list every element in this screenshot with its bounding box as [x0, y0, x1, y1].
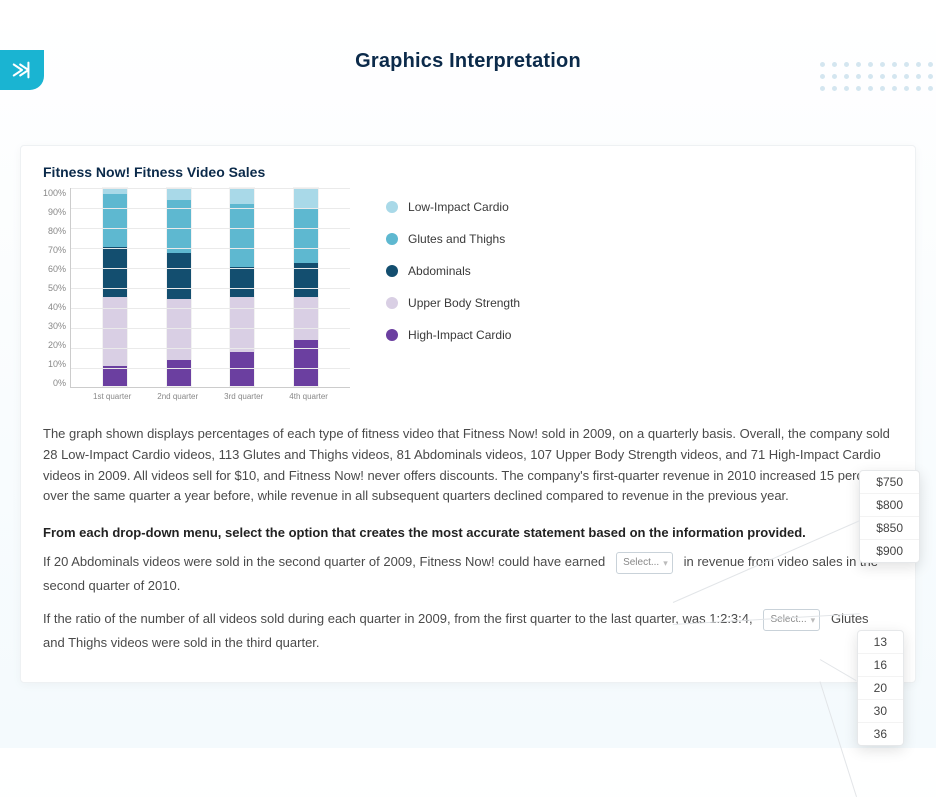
bar-segment-upper-body: [294, 297, 318, 341]
bar-segment-glutes: [294, 208, 318, 263]
chart-area: 100% 90% 80% 70% 60% 50% 40% 30% 20% 10% 0% 1st qu…: [43, 188, 350, 388]
bar-segment-abdominals: [167, 253, 191, 299]
question-1-text: If 20 Abdominals videos were sold in the…: [43, 550, 893, 597]
chevron-down-icon: ▾: [663, 555, 668, 571]
y-axis-labels: 100% 90% 80% 70% 60% 50% 40% 30% 20% 10% 0%: [43, 188, 70, 388]
x-tick-label: 3rd quarter: [224, 392, 263, 401]
y-tick-label: 0%: [43, 378, 66, 388]
legend-label: High-Impact Cardio: [408, 328, 511, 342]
y-tick-label: 40%: [43, 302, 66, 312]
stacked-bar: [102, 187, 128, 387]
bar-segment-upper-body: [230, 297, 254, 352]
connector-line: [820, 681, 857, 797]
legend-item: Glutes and Thighs: [386, 232, 520, 246]
bar-segment-high-impact: [167, 360, 191, 386]
q2-option[interactable]: 30: [858, 699, 903, 722]
q1-pre-text: If 20 Abdominals videos were sold in the…: [43, 554, 605, 569]
legend-swatch: [386, 329, 398, 341]
y-tick-label: 50%: [43, 283, 66, 293]
q1-option[interactable]: $800: [860, 493, 919, 516]
y-tick-label: 90%: [43, 207, 66, 217]
stacked-bar: [293, 187, 319, 387]
instruction-text: From each drop-down menu, select the opt…: [43, 525, 893, 540]
legend-item: Upper Body Strength: [386, 296, 520, 310]
q1-option[interactable]: $900: [860, 539, 919, 562]
legend-swatch: [386, 233, 398, 245]
q2-option[interactable]: 16: [858, 653, 903, 676]
decorative-dot-grid: [820, 62, 936, 94]
bar-segment-high-impact: [230, 352, 254, 386]
x-tick-label: 1st quarter: [93, 392, 131, 401]
stacked-bar: [229, 187, 255, 387]
q2-option[interactable]: 13: [858, 631, 903, 653]
y-tick-label: 70%: [43, 245, 66, 255]
q1-select[interactable]: Select... ▾: [616, 552, 673, 574]
legend-swatch: [386, 201, 398, 213]
page-title: Graphics Interpretation: [0, 50, 936, 73]
q2-options-popup: 1316203036: [857, 630, 904, 746]
y-tick-label: 10%: [43, 359, 66, 369]
x-tick-label: 4th quarter: [289, 392, 328, 401]
q1-option[interactable]: $750: [860, 471, 919, 493]
bar-segment-glutes: [103, 194, 127, 247]
q2-pre-text: If the ratio of the number of all videos…: [43, 611, 753, 626]
legend-label: Upper Body Strength: [408, 296, 520, 310]
legend-label: Low-Impact Cardio: [408, 200, 509, 214]
chevron-down-icon: ▾: [811, 612, 816, 628]
chart-legend: Low-Impact Cardio Glutes and Thighs Abdomi…: [386, 188, 520, 388]
x-axis-labels: 1st quarter 2nd quarter 3rd quarter 4th qua…: [71, 392, 350, 401]
q2-select[interactable]: Select... ▾: [763, 609, 820, 631]
q2-option[interactable]: 20: [858, 676, 903, 699]
q1-option[interactable]: $850: [860, 516, 919, 539]
q2-select-placeholder: Select...: [770, 611, 806, 629]
passage-text: The graph shown displays percentages of …: [43, 424, 893, 507]
legend-swatch: [386, 265, 398, 277]
y-tick-label: 30%: [43, 321, 66, 331]
q1-options-popup: $750$800$850$900: [859, 470, 920, 563]
y-tick-label: 80%: [43, 226, 66, 236]
bar-segment-low-impact: [230, 188, 254, 204]
y-tick-label: 20%: [43, 340, 66, 350]
brand-logo-tab: [0, 50, 44, 90]
bar-segment-abdominals: [103, 247, 127, 297]
legend-item: Abdominals: [386, 264, 520, 278]
chart-plot: 1st quarter2nd quarter3rd quarter4th qua…: [70, 188, 350, 388]
x-tick-label: 2nd quarter: [157, 392, 198, 401]
y-tick-label: 100%: [43, 188, 66, 198]
brand-arrow-icon: [11, 59, 33, 81]
legend-label: Glutes and Thighs: [408, 232, 505, 246]
question-2-text: If the ratio of the number of all videos…: [43, 607, 893, 654]
bar-segment-abdominals: [230, 267, 254, 297]
chart-title: Fitness Now! Fitness Video Sales: [43, 164, 893, 180]
question-card: Fitness Now! Fitness Video Sales 100% 90%…: [20, 145, 916, 683]
q1-select-placeholder: Select...: [623, 554, 659, 572]
y-tick-label: 60%: [43, 264, 66, 274]
stacked-bar: [166, 187, 192, 387]
bar-segment-low-impact: [167, 188, 191, 200]
legend-item: Low-Impact Cardio: [386, 200, 520, 214]
bar-segment-high-impact: [103, 366, 127, 386]
legend-swatch: [386, 297, 398, 309]
legend-label: Abdominals: [408, 264, 471, 278]
q2-option[interactable]: 36: [858, 722, 903, 745]
bar-segment-low-impact: [294, 188, 318, 208]
chart-wrap: 100% 90% 80% 70% 60% 50% 40% 30% 20% 10% 0% 1st qu…: [43, 188, 893, 388]
bar-segment-glutes: [230, 204, 254, 267]
legend-item: High-Impact Cardio: [386, 328, 520, 342]
